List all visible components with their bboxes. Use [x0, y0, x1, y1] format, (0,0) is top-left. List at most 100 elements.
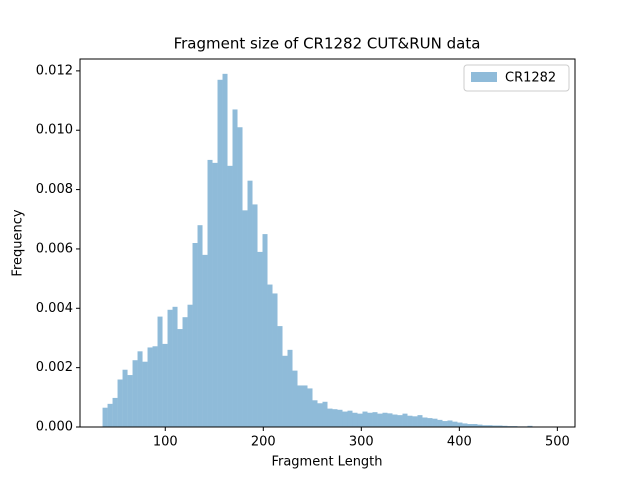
bar	[247, 180, 253, 427]
bar	[382, 412, 388, 427]
bar	[242, 210, 248, 427]
legend-swatch	[471, 72, 497, 82]
x-tick-label: 100	[153, 435, 178, 450]
bar	[192, 243, 198, 427]
legend-label: CR1282	[505, 71, 556, 86]
bar	[452, 421, 458, 427]
bar	[237, 127, 243, 428]
bar	[282, 355, 288, 427]
bar	[312, 400, 318, 427]
bar	[387, 413, 393, 427]
plot-frame	[79, 58, 576, 428]
bar	[262, 234, 268, 427]
bar	[357, 413, 363, 427]
bar	[177, 329, 183, 427]
bar	[407, 415, 413, 427]
x-tick-label: 200	[251, 435, 276, 450]
bar	[377, 413, 383, 427]
bar	[352, 412, 358, 427]
bar	[442, 421, 448, 427]
bar	[367, 412, 373, 427]
bar	[467, 424, 473, 427]
bar	[417, 415, 423, 427]
bar	[222, 73, 228, 427]
x-axis-label: Fragment Length	[271, 455, 382, 470]
bar	[402, 413, 408, 427]
chart-title: Fragment size of CR1282 CUT&RUN data	[174, 35, 481, 53]
bar	[392, 414, 398, 427]
bar	[157, 316, 163, 427]
bar	[257, 251, 263, 427]
bar	[142, 361, 148, 427]
x-tick-label: 300	[349, 435, 374, 450]
bar	[437, 419, 443, 427]
bar	[112, 397, 118, 427]
bar	[342, 411, 348, 427]
bar	[412, 416, 418, 427]
bar	[107, 403, 113, 427]
bar	[462, 423, 468, 427]
bar	[227, 165, 233, 427]
y-tick-label: 0.010	[36, 123, 73, 138]
bar	[457, 422, 463, 427]
bar	[332, 409, 338, 427]
bar	[527, 425, 533, 427]
bar	[347, 410, 353, 427]
x-tick-label: 400	[447, 435, 472, 450]
y-tick-label: 0.012	[36, 63, 73, 78]
bar	[102, 407, 108, 427]
bar	[217, 79, 223, 427]
bar	[292, 370, 298, 427]
x-tick-label: 500	[545, 435, 570, 450]
bar	[472, 424, 478, 427]
y-tick-label: 0.002	[36, 360, 73, 375]
bar	[162, 343, 168, 427]
bar	[447, 420, 453, 427]
legend-box	[463, 64, 570, 92]
bar	[127, 375, 133, 427]
bar	[482, 425, 488, 427]
bar	[137, 351, 143, 427]
bar	[212, 162, 218, 427]
bar	[117, 379, 123, 427]
bar	[267, 284, 273, 427]
bar	[152, 346, 158, 427]
bar	[432, 418, 438, 427]
y-tick-label: 0.006	[36, 241, 73, 256]
bar	[422, 417, 428, 427]
y-axis-label: Frequency	[11, 209, 26, 276]
y-tick-label: 0.008	[36, 182, 73, 197]
bar	[327, 408, 333, 427]
bar	[167, 309, 173, 427]
bar	[187, 304, 193, 427]
bar	[427, 418, 433, 427]
y-tick-label: 0.004	[36, 301, 73, 316]
bar	[197, 225, 203, 427]
bar	[502, 425, 508, 427]
bar	[272, 293, 278, 427]
bar	[232, 109, 238, 428]
y-tick-label: 0.000	[36, 420, 73, 435]
bar	[397, 415, 403, 427]
bar	[302, 385, 308, 427]
bar	[277, 326, 283, 427]
bar	[207, 159, 213, 427]
bar	[182, 317, 188, 427]
bar	[372, 412, 378, 427]
bar	[202, 254, 208, 427]
bar	[337, 409, 343, 427]
bar	[322, 401, 328, 427]
bar	[477, 424, 483, 427]
bar	[147, 347, 153, 427]
bar	[122, 369, 128, 427]
bar	[317, 403, 323, 427]
bar	[172, 306, 178, 427]
bar	[362, 411, 368, 427]
bar	[297, 385, 303, 427]
bar	[287, 349, 293, 427]
bar	[132, 360, 138, 427]
bar	[492, 425, 498, 427]
bar	[252, 204, 258, 427]
bar	[487, 425, 493, 427]
bar	[307, 388, 313, 427]
